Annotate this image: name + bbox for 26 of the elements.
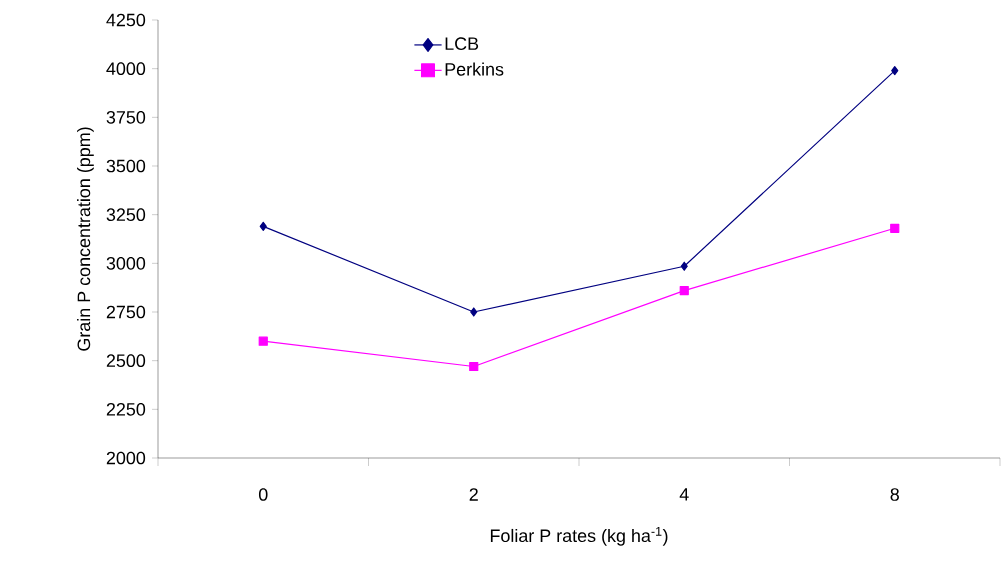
point <box>679 285 689 296</box>
point <box>259 221 267 231</box>
point <box>890 223 900 233</box>
x-tick-label: 2 <box>469 488 478 501</box>
x-tick-label: 8 <box>890 488 899 501</box>
x-axis-title: Foliar P rates (kg ha$^{-1}$) <box>490 527 668 546</box>
y-tick-label: 4250 <box>106 13 146 27</box>
y-tick-label: 2000 <box>106 451 146 465</box>
legend-label: LCB <box>445 37 479 51</box>
legend-label: Perkins <box>445 62 504 76</box>
y-tick-label: 3500 <box>106 159 146 173</box>
x-tick-label: 0 <box>258 488 268 501</box>
y-tick-label: 3000 <box>106 256 146 270</box>
y-tick-label: 3750 <box>106 110 146 124</box>
x-tick-label: 4 <box>679 488 689 501</box>
y-tick-label: 2750 <box>106 305 146 319</box>
point <box>469 361 479 372</box>
y-axis-title: Grain P concentration (ppm) <box>77 127 94 351</box>
point <box>470 307 478 317</box>
point <box>680 261 688 271</box>
point <box>258 336 268 346</box>
point <box>891 66 899 76</box>
y-tick-label: 2500 <box>106 354 146 368</box>
y-tick-label: 4000 <box>106 62 146 76</box>
y-tick-label: 3250 <box>106 208 146 222</box>
y-tick-label: 2250 <box>106 402 146 416</box>
